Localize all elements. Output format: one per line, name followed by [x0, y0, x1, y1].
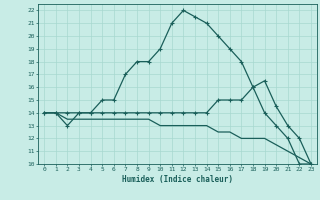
X-axis label: Humidex (Indice chaleur): Humidex (Indice chaleur) [122, 175, 233, 184]
